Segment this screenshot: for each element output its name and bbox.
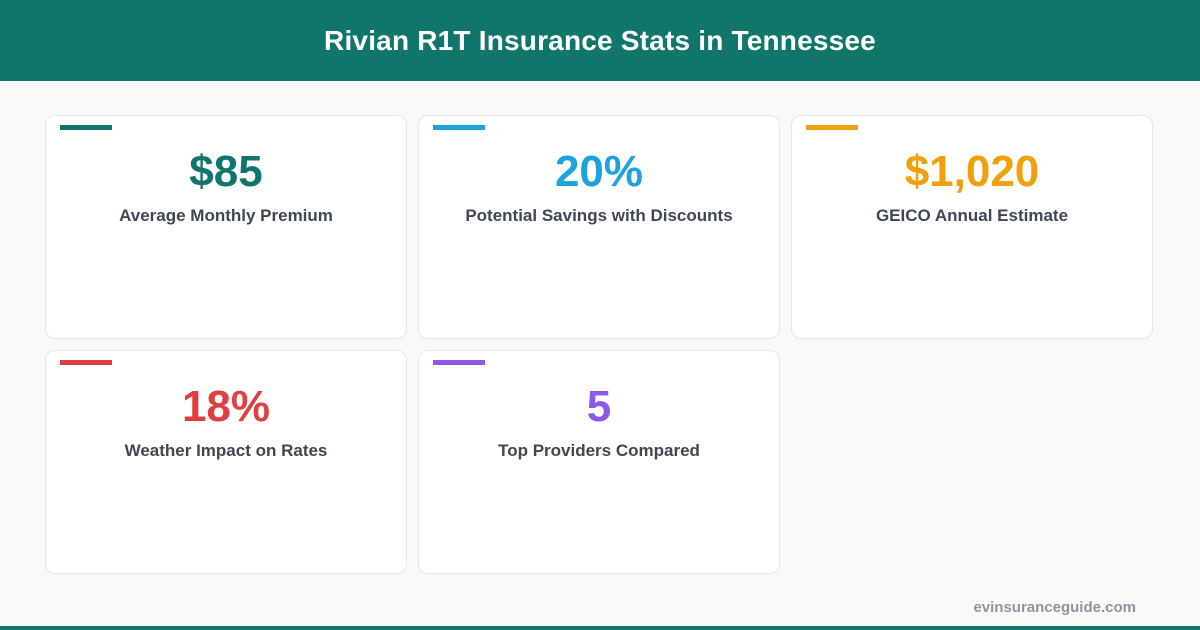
stat-label: Top Providers Compared bbox=[498, 441, 700, 460]
page-header: Rivian R1T Insurance Stats in Tennessee bbox=[0, 0, 1200, 81]
stat-card-average-monthly-premium: $85 Average Monthly Premium bbox=[45, 115, 407, 339]
stat-label: Weather Impact on Rates bbox=[124, 441, 328, 460]
stat-value: 20% bbox=[554, 147, 644, 196]
stat-value: $85 bbox=[189, 147, 263, 196]
card-accent-bar bbox=[806, 125, 858, 130]
stat-card-potential-savings: 20% Potential Savings with Discounts bbox=[418, 115, 780, 339]
card-accent-bar bbox=[60, 360, 112, 365]
stat-card-geico-annual-estimate: $1,020 GEICO Annual Estimate bbox=[791, 115, 1153, 339]
footer-accent-bar bbox=[0, 626, 1200, 630]
stat-label: GEICO Annual Estimate bbox=[875, 206, 1069, 225]
card-accent-bar bbox=[433, 125, 485, 130]
stat-value: 18% bbox=[181, 382, 271, 431]
stat-card-top-providers: 5 Top Providers Compared bbox=[418, 350, 780, 574]
card-accent-bar bbox=[60, 125, 112, 130]
stat-value: $1,020 bbox=[904, 147, 1040, 196]
site-url: evinsuranceguide.com bbox=[973, 599, 1136, 616]
stat-label: Potential Savings with Discounts bbox=[465, 206, 733, 225]
stat-value: 5 bbox=[586, 382, 612, 431]
card-accent-bar bbox=[433, 360, 485, 365]
page-title: Rivian R1T Insurance Stats in Tennessee bbox=[324, 24, 876, 56]
stat-label: Average Monthly Premium bbox=[119, 206, 333, 225]
stat-card-weather-impact: 18% Weather Impact on Rates bbox=[45, 350, 407, 574]
